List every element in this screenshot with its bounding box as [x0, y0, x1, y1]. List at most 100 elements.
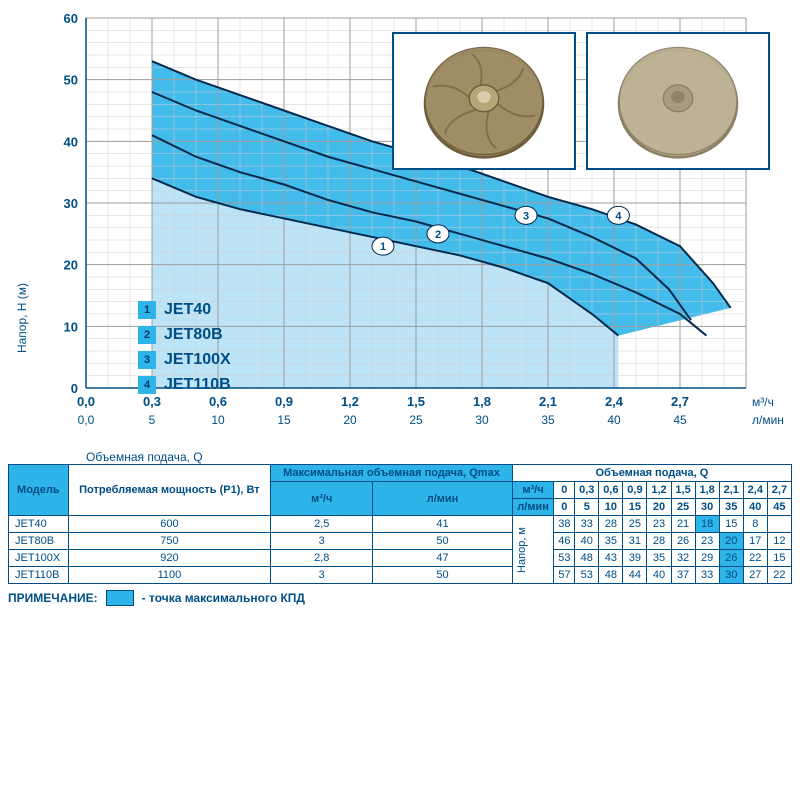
legend-badge-1: 1: [138, 301, 156, 319]
cell-head: 27: [743, 567, 767, 584]
cell-qmax-lmin: 41: [373, 516, 513, 533]
note-row: ПРИМЕЧАНИЕ: - точка максимального КПД: [8, 590, 792, 606]
th-flow-m3h: 2,7: [767, 482, 791, 499]
th-power: Потребляемая мощность (P1), Вт: [68, 465, 271, 516]
cell-head: 26: [719, 550, 743, 567]
svg-text:60: 60: [64, 11, 78, 26]
svg-text:0,0: 0,0: [78, 413, 95, 427]
cell-model: JET40: [9, 516, 69, 533]
th-flow-m3h: 0,6: [599, 482, 623, 499]
cell-power: 750: [68, 533, 271, 550]
cell-head: 40: [647, 567, 671, 584]
cell-head: 44: [623, 567, 647, 584]
th-flow-lmin: 35: [719, 499, 743, 516]
svg-text:40: 40: [64, 134, 78, 149]
th-qmax-m3h: м³/ч: [271, 482, 373, 516]
cell-power: 920: [68, 550, 271, 567]
svg-text:3: 3: [523, 210, 529, 222]
cell-head-label: Напор, м: [512, 516, 554, 584]
svg-text:25: 25: [409, 413, 423, 427]
cell-head: 40: [575, 533, 599, 550]
cell-qmax-m3h: 2,5: [271, 516, 373, 533]
cell-model: JET100X: [9, 550, 69, 567]
cell-head: 17: [743, 533, 767, 550]
th-flow-lmin: 0: [554, 499, 575, 516]
cell-head: 23: [695, 533, 719, 550]
svg-text:1,2: 1,2: [341, 394, 359, 409]
legend-badge-4: 4: [138, 376, 156, 394]
th-flow-m3h: 0: [554, 482, 575, 499]
table-row: JET100X9202,84753484339353229262215: [9, 550, 792, 567]
svg-text:2: 2: [435, 229, 441, 241]
spec-table: Модель Потребляемая мощность (P1), Вт Ма…: [8, 464, 792, 584]
th-lmin-unit: л/мин: [512, 499, 554, 516]
svg-text:2,7: 2,7: [671, 394, 689, 409]
th-flow-lmin: 20: [647, 499, 671, 516]
svg-text:1: 1: [380, 241, 386, 253]
th-flow-m3h: 2,4: [743, 482, 767, 499]
cell-head: 22: [743, 550, 767, 567]
cell-head: 43: [599, 550, 623, 567]
pump-performance-chart: 12340102030405060Напор, H (м)0,00,30,60,…: [8, 8, 792, 448]
svg-text:Напор, H (м): Напор, H (м): [15, 283, 29, 353]
th-qmax-lmin: л/мин: [373, 482, 513, 516]
cell-head: 35: [599, 533, 623, 550]
cell-head: 33: [695, 567, 719, 584]
svg-text:10: 10: [64, 319, 78, 334]
cell-head: 28: [647, 533, 671, 550]
cell-head: 18: [695, 516, 719, 533]
svg-text:м³/ч: м³/ч: [752, 395, 774, 409]
cell-head: 46: [554, 533, 575, 550]
legend-item: 2 JET80B: [138, 323, 231, 347]
th-flow-m3h: 1,2: [647, 482, 671, 499]
svg-text:30: 30: [475, 413, 489, 427]
legend-label: JET40: [164, 301, 211, 319]
cell-head: 12: [767, 533, 791, 550]
cell-qmax-m3h: 3: [271, 567, 373, 584]
th-qmax: Максимальная объемная подача, Qmax: [271, 465, 513, 482]
svg-text:45: 45: [673, 413, 687, 427]
cell-qmax-lmin: 50: [373, 533, 513, 550]
table-row: JET110B110035057534844403733302722: [9, 567, 792, 584]
cell-head: 20: [719, 533, 743, 550]
cell-head: 25: [623, 516, 647, 533]
impeller-image-2: [586, 32, 770, 170]
svg-text:40: 40: [607, 413, 621, 427]
th-flow-m3h: 2,1: [719, 482, 743, 499]
cell-head: 35: [647, 550, 671, 567]
cell-head: 53: [554, 550, 575, 567]
legend-label: JET110B: [164, 376, 231, 394]
svg-text:5: 5: [149, 413, 156, 427]
svg-text:л/мин: л/мин: [752, 413, 784, 427]
th-flow-lmin: 45: [767, 499, 791, 516]
th-flow-lmin: 25: [671, 499, 695, 516]
cell-head: 15: [719, 516, 743, 533]
cell-qmax-m3h: 2,8: [271, 550, 373, 567]
th-flow-lmin: 5: [575, 499, 599, 516]
svg-text:0,0: 0,0: [77, 394, 95, 409]
svg-text:1,5: 1,5: [407, 394, 425, 409]
th-flow-m3h: 1,5: [671, 482, 695, 499]
note-label: ПРИМЕЧАНИЕ:: [8, 591, 98, 605]
cell-head: 48: [599, 567, 623, 584]
th-flow-m3h: 1,8: [695, 482, 719, 499]
cell-head: [767, 516, 791, 533]
svg-text:4: 4: [615, 210, 622, 222]
cell-head: 39: [623, 550, 647, 567]
cell-head: 22: [767, 567, 791, 584]
svg-text:0,9: 0,9: [275, 394, 293, 409]
legend-item: 1 JET40: [138, 298, 231, 322]
cell-head: 29: [695, 550, 719, 567]
svg-text:50: 50: [64, 73, 78, 88]
cell-head: 26: [671, 533, 695, 550]
svg-text:20: 20: [64, 258, 78, 273]
th-flow-m3h: 0,9: [623, 482, 647, 499]
impeller-image-1: [392, 32, 576, 170]
th-flow-lmin: 40: [743, 499, 767, 516]
legend-badge-3: 3: [138, 351, 156, 369]
cell-qmax-lmin: 50: [373, 567, 513, 584]
cell-head: 33: [575, 516, 599, 533]
cell-head: 23: [647, 516, 671, 533]
table-row: JET80B75035046403531282623201712: [9, 533, 792, 550]
kpd-swatch: [106, 590, 134, 606]
